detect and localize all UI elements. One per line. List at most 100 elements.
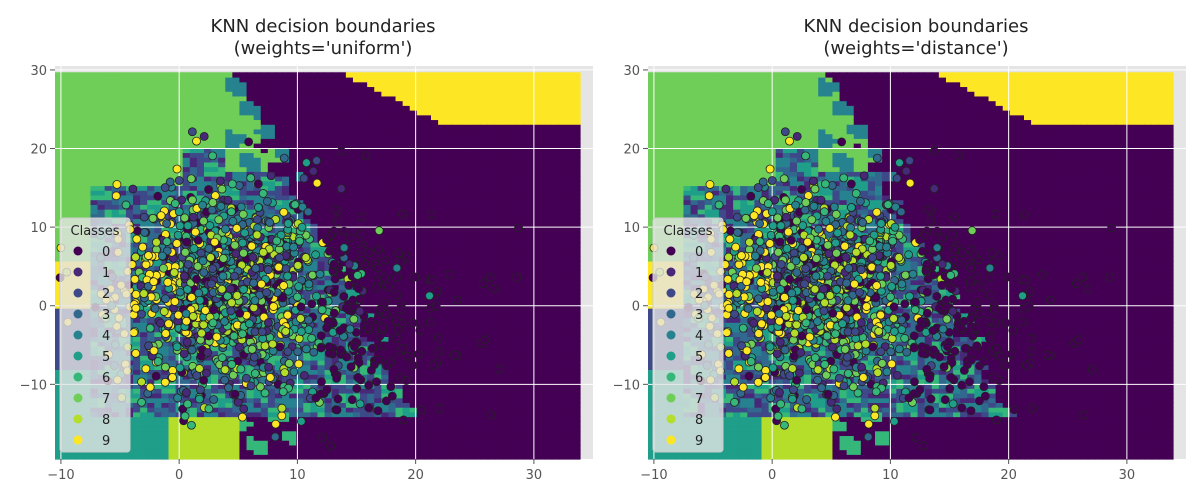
region-cell — [388, 143, 397, 149]
region-cell — [445, 246, 453, 253]
region-cell — [267, 425, 276, 432]
region-cell — [473, 260, 482, 267]
region-cell — [409, 194, 418, 201]
region-cell — [218, 171, 226, 177]
region-cell — [196, 110, 205, 116]
region-cell — [367, 256, 375, 262]
region-cell — [104, 180, 113, 187]
region-cell — [466, 128, 475, 135]
region-cell — [416, 336, 425, 342]
region-cell — [97, 454, 106, 460]
region-cell — [154, 133, 163, 139]
region-cell — [125, 161, 134, 168]
region-cell — [402, 284, 411, 290]
region-cell — [331, 114, 340, 121]
region-cell — [459, 289, 468, 295]
region-cell — [345, 407, 354, 413]
region-cell — [402, 237, 411, 243]
region-cell — [395, 227, 404, 234]
region-cell — [104, 190, 113, 196]
region-cell — [445, 336, 453, 342]
region-cell — [324, 223, 333, 229]
region-cell — [438, 110, 446, 116]
region-cell — [409, 227, 418, 234]
region-cell — [140, 180, 148, 187]
region-cell — [395, 397, 404, 404]
region-cell — [338, 91, 347, 97]
region-cell — [345, 227, 354, 234]
region-cell — [480, 454, 489, 460]
region-cell — [196, 119, 205, 125]
region-cell — [466, 454, 475, 460]
region-cell — [317, 440, 326, 446]
region-cell — [147, 440, 155, 446]
region-cell — [62, 194, 70, 201]
region-cell — [133, 213, 141, 220]
region-cell — [466, 402, 475, 408]
region-cell — [154, 204, 163, 210]
region-cell — [196, 157, 205, 163]
region-cell — [381, 161, 390, 168]
region-cell — [452, 317, 460, 323]
region-cell — [310, 411, 319, 418]
region-cell — [232, 430, 241, 437]
region-cell — [260, 397, 269, 404]
region-cell — [459, 105, 468, 111]
region-cell — [409, 388, 418, 394]
region-cell — [147, 176, 155, 182]
region-cell — [317, 161, 326, 168]
region-cell — [260, 81, 269, 88]
region-cell — [147, 110, 155, 116]
region-cell — [423, 440, 432, 446]
region-cell — [423, 336, 432, 342]
region-cell — [459, 223, 468, 229]
region-cell — [459, 411, 468, 418]
region-cell — [452, 204, 460, 210]
region-cell — [324, 199, 333, 205]
region-cell — [239, 86, 248, 92]
region-cell — [416, 232, 425, 238]
region-cell — [360, 411, 368, 418]
region-cell — [161, 440, 170, 446]
region-cell — [360, 176, 368, 182]
region-cell — [431, 378, 439, 385]
region-cell — [352, 237, 361, 243]
region-cell — [97, 204, 106, 210]
region-cell — [274, 100, 283, 106]
region-cell — [317, 143, 326, 149]
region-cell — [225, 91, 233, 97]
region-cell — [196, 143, 205, 149]
region-cell — [395, 279, 404, 286]
region-cell — [154, 100, 163, 106]
region-cell — [267, 430, 276, 437]
region-cell — [303, 81, 311, 88]
region-cell — [218, 143, 226, 149]
region-cell — [452, 246, 460, 253]
region-cell — [140, 209, 148, 215]
region-cell — [189, 166, 198, 172]
region-cell — [118, 194, 127, 201]
region-cell — [118, 81, 127, 88]
region-cell — [345, 312, 354, 319]
region-cell — [388, 237, 397, 243]
region-cell — [125, 110, 134, 116]
region-cell — [154, 176, 163, 182]
region-cell — [211, 430, 219, 437]
region-cell — [324, 374, 333, 380]
region-cell — [360, 100, 368, 106]
region-cell — [303, 246, 311, 253]
region-cell — [360, 407, 368, 413]
region-cell — [381, 128, 390, 135]
region-cell — [360, 114, 368, 121]
region-cell — [438, 388, 446, 394]
region-cell — [360, 166, 368, 172]
region-cell — [140, 124, 148, 130]
region-cell — [395, 421, 404, 427]
region-cell — [388, 298, 397, 304]
region-cell — [211, 416, 219, 422]
region-cell — [253, 364, 262, 370]
region-cell — [147, 157, 155, 163]
region-cell — [225, 124, 233, 130]
region-cell — [452, 161, 460, 168]
region-cell — [345, 81, 354, 88]
